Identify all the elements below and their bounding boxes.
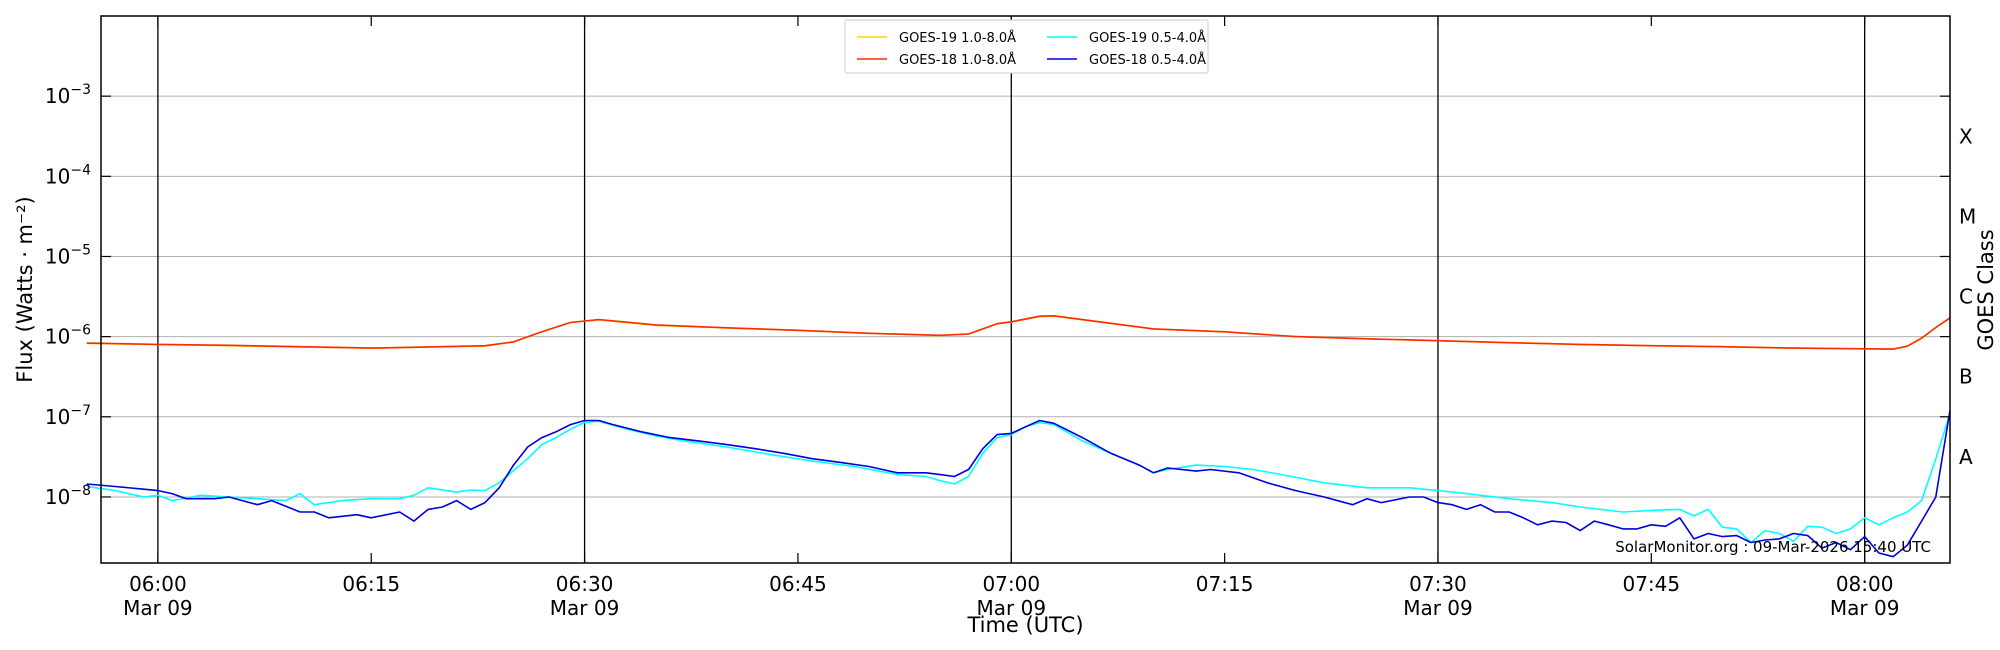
x-tick-label: 06:30	[556, 572, 614, 596]
goes-class-label: B	[1959, 365, 1973, 389]
goes-class-label: X	[1959, 124, 1973, 148]
x-tick-label: 07:00	[982, 572, 1040, 596]
plot-frame	[100, 15, 1951, 564]
y-tick-label: 10−7	[45, 403, 91, 429]
x-tick-label: 06:45	[769, 572, 827, 596]
y-tick-label: 10−6	[45, 323, 91, 349]
x-tick-date-label: Mar 09	[550, 596, 620, 620]
legend-label: GOES-18 0.5-4.0Å	[1089, 52, 1206, 68]
x-tick-date-label: Mar 09	[1830, 596, 1900, 620]
series-line	[86, 315, 1951, 350]
goes-class-label: M	[1959, 204, 1976, 228]
x-tick-date-label: Mar 09	[1403, 596, 1473, 620]
grid-layer	[101, 16, 1950, 563]
x-tick-label: 08:00	[1836, 572, 1894, 596]
legend-box	[844, 19, 1209, 74]
x-tick-label: 07:15	[1196, 572, 1254, 596]
x-axis-title: Time (UTC)	[966, 613, 1083, 637]
x-tick-date-label: Mar 09	[977, 596, 1047, 620]
series-layer	[86, 315, 1951, 558]
legend-label: GOES-19 1.0-8.0Å	[899, 30, 1016, 46]
y-tick-label: 10−3	[45, 82, 91, 108]
goes-class-label: A	[1959, 445, 1973, 469]
x-tick-label: 06:00	[129, 572, 187, 596]
legend: GOES-19 1.0-8.0Å GOES-18 1.0-8.0Å GOES-19 …	[844, 19, 1209, 74]
x-tick-label: 07:30	[1409, 572, 1467, 596]
x-tick-date-label: Mar 09	[123, 596, 193, 620]
y-tick-label: 10−4	[45, 162, 91, 188]
y-tick-label: 10−8	[45, 483, 91, 509]
x-tick-label: 07:45	[1622, 572, 1680, 596]
x-tick-label: 06:15	[342, 572, 400, 596]
goes-class-label: C	[1959, 285, 1973, 309]
goes-class-axis-title: GOES Class	[1974, 229, 1998, 350]
legend-label: GOES-18 1.0-8.0Å	[899, 52, 1016, 68]
credit-text: SolarMonitor.org : 09-Mar-2026 15:40 UTC	[1615, 538, 1931, 556]
series-line	[86, 410, 1951, 558]
legend-label: GOES-19 0.5-4.0Å	[1089, 30, 1206, 46]
y-axis-title: Flux (Watts · m⁻²)	[13, 196, 37, 382]
y-tick-label: 10−5	[45, 242, 91, 268]
